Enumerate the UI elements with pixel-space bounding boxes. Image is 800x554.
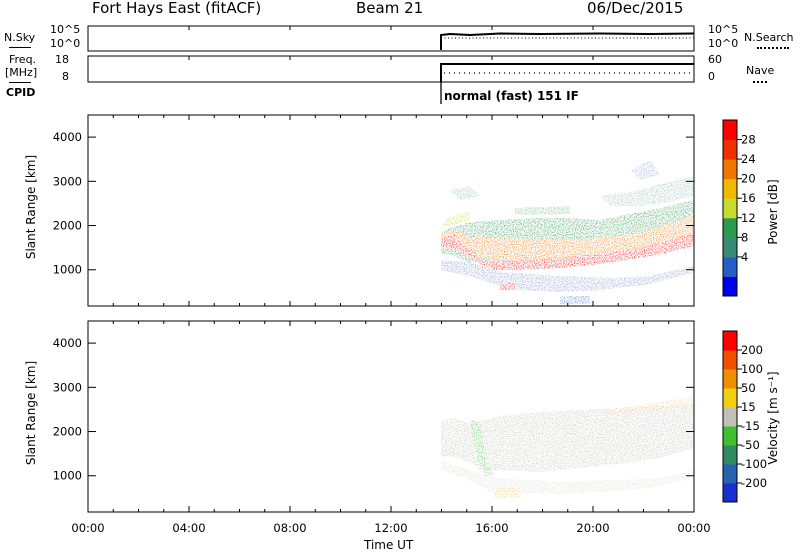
freq-label-2: [MHz]	[5, 66, 38, 79]
power-colorbar-swatch	[723, 178, 737, 199]
nave-dots	[753, 81, 767, 83]
velocity-colorbar-label: 200	[741, 343, 763, 357]
xtick-label: 08:00	[273, 521, 306, 535]
x-ticks: 00:00 04:00 08:00 12:00 16:00 20:00 00:00	[71, 26, 711, 535]
velocity-ytick-label: 4000	[53, 336, 82, 350]
velocity-colorbar-swatch	[723, 483, 737, 503]
velocity-colorbar-swatch	[723, 407, 737, 427]
cpid-label: CPID	[6, 86, 36, 99]
velocity-colorbar-label: 15	[741, 400, 756, 414]
velocity-colorbar-swatch	[723, 464, 737, 484]
y-ticks: 4000 3000 2000 1000 4000 3000 2000 1000	[53, 130, 694, 483]
velocity-colorbar-frame	[722, 330, 738, 503]
power-colorbar-swatch	[723, 159, 737, 180]
nsearch-dots	[757, 47, 789, 49]
power-colorbar-label: 12	[741, 211, 756, 225]
velocity-scatter	[441, 396, 694, 498]
freq-label-1: Freq.	[9, 53, 37, 66]
power-ytick-label: 4000	[53, 130, 82, 144]
power-colorbar-frame	[722, 119, 738, 297]
power-scatter	[441, 160, 694, 304]
cpid-mode: normal (fast) 151 IF	[444, 89, 579, 103]
velocity-colorbar-label: -100	[741, 457, 767, 471]
power-colorbar-swatch	[723, 120, 737, 141]
nsky-underline	[9, 47, 31, 48]
power-colorbar-swatch	[723, 256, 737, 277]
velocity-colorbar-swatch	[723, 331, 737, 351]
date-label: 06/Dec/2015	[587, 0, 684, 17]
power-ytick-label: 2000	[53, 219, 82, 233]
freq-underline	[9, 82, 31, 83]
x-axis-label: Time UT	[364, 538, 414, 552]
nsky-label: N.Sky	[4, 31, 36, 44]
power-colorbar-swatch	[723, 198, 737, 219]
power-colorbar-swatch	[723, 276, 737, 297]
nsky-tick-top: 10^5	[50, 23, 81, 36]
power-colorbar-swatch	[723, 217, 737, 238]
xtick-label: 00:00	[71, 521, 104, 535]
xtick-label: 12:00	[374, 521, 407, 535]
nsearch-label: N.Search	[744, 31, 794, 44]
power-ylabel: Slant Range [km]	[24, 154, 38, 260]
velocity-colorbar-label: 50	[741, 381, 756, 395]
power-ytick-label: 3000	[53, 174, 82, 188]
power-ytick-label: 1000	[53, 263, 82, 277]
power-colorbar-label: 4	[741, 250, 748, 264]
freq-trace	[440, 63, 694, 82]
power-colorbar-label: Power [dB]	[766, 179, 780, 245]
power-panel-frame	[87, 114, 695, 307]
velocity-colorbar-label: -200	[741, 476, 767, 490]
station-title: Fort Hays East (fitACF)	[92, 0, 262, 17]
xtick-label: 00:00	[677, 521, 710, 535]
power-colorbar-swatch	[723, 237, 737, 258]
power-colorbar-label: 16	[741, 191, 756, 205]
power-colorbar-swatch	[723, 139, 737, 160]
nsky-tick-bottom: 10^0	[50, 37, 81, 50]
velocity-colorbar-label: 100	[741, 362, 763, 376]
velocity-ytick-label: 3000	[53, 380, 82, 394]
velocity-colorbar-swatch	[723, 369, 737, 389]
nave-tick-top: 60	[708, 53, 722, 66]
nave-label: Nave	[746, 64, 775, 77]
nsearch-tick-top: 10^5	[708, 23, 739, 36]
nsky-trace	[440, 32, 695, 50]
xtick-label: 04:00	[172, 521, 205, 535]
power-colorbar-label: 8	[741, 230, 748, 244]
xtick-label: 16:00	[475, 521, 508, 535]
velocity-colorbar-swatch	[723, 426, 737, 446]
power-colorbar-label: 20	[741, 172, 756, 186]
nsearch-tick-bottom: 10^0	[708, 37, 739, 50]
velocity-colorbar-label: Velocity [m s⁻¹]	[766, 371, 780, 465]
velocity-colorbar-swatch	[723, 350, 737, 370]
power-colorbar-label: 24	[741, 152, 756, 166]
nave-tick-bottom: 0	[708, 70, 715, 83]
velocity-colorbar-label: -50	[741, 438, 760, 452]
velocity-colorbar-label: -15	[741, 419, 760, 433]
freq-tick-bottom: 8	[62, 70, 69, 83]
velocity-ytick-label: 1000	[53, 469, 82, 483]
power-colorbar: 28 24 20 16 12 8 4	[722, 119, 756, 297]
velocity-colorbar-swatch	[723, 445, 737, 465]
freq-tick-top: 18	[55, 53, 69, 66]
power-colorbar-label: 28	[741, 133, 756, 147]
velocity-ytick-label: 2000	[53, 425, 82, 439]
velocity-colorbar-swatch	[723, 388, 737, 408]
velocity-colorbar: 200 100 50 15 -15 -50 -100 -200	[722, 330, 767, 503]
velocity-ylabel: Slant Range [km]	[24, 360, 38, 466]
beam-label: Beam 21	[356, 0, 424, 17]
xtick-label: 20:00	[576, 521, 609, 535]
